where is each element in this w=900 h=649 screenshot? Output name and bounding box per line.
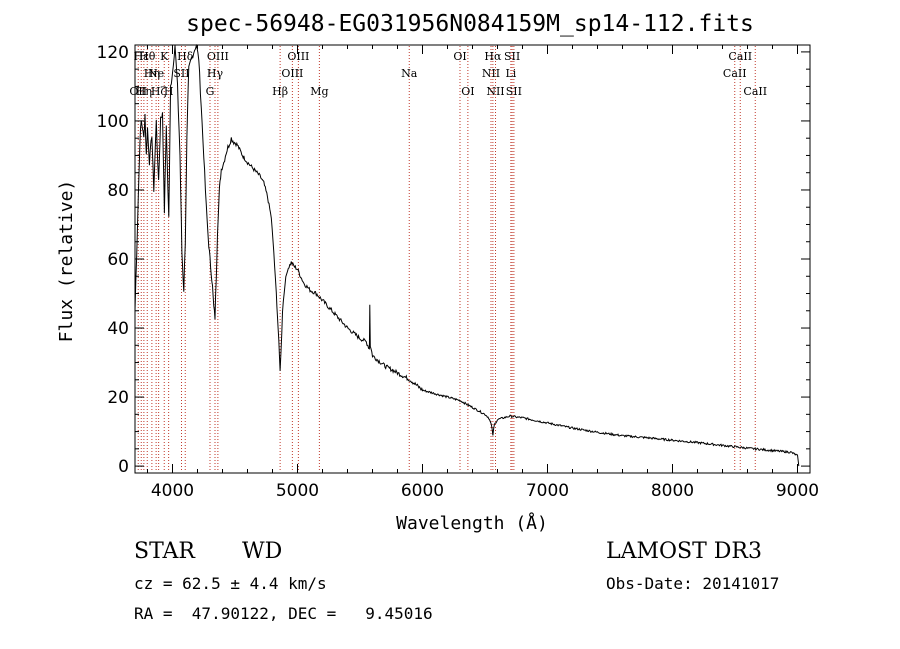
y-tick-label: 120 — [97, 43, 129, 63]
y-tick-label: 40 — [107, 319, 129, 339]
spectral-line-label: H — [164, 85, 174, 98]
survey-name: LAMOST DR3 — [606, 539, 762, 564]
spectral-line-label: CaII — [743, 85, 767, 98]
axis-ticks: 4000 5000 6000 7000 8000 9000 0 20 40 60 80 100 120 — [97, 43, 820, 501]
spectral-line-label: Hε — [134, 50, 150, 63]
y-axis-label: Flux (relative) — [56, 180, 77, 343]
x-tick-label: 8000 — [651, 481, 694, 501]
chart-title: spec-56948-EG031956N084159M_sp14-112.fit… — [186, 11, 754, 37]
coordinates: RA = 47.90122, DEC = 9.45016 — [134, 604, 433, 623]
spectral-line-label: SII — [506, 85, 522, 98]
y-tick-label: 100 — [97, 112, 129, 132]
spectral-line-label: Hη — [136, 85, 152, 98]
spectral-line-label: Na — [401, 67, 418, 80]
spectral-line-markers — [137, 46, 756, 472]
spectral-line-label: Hβ — [272, 85, 288, 98]
x-tick-label: 5000 — [276, 481, 319, 501]
spectrum-chart: spec-56948-EG031956N084159M_sp14-112.fit… — [56, 11, 820, 534]
x-axis-label: Wavelength (Å) — [396, 512, 548, 534]
object-class: STAR — [134, 539, 195, 564]
spectral-line-label: CaII — [728, 50, 752, 63]
spectral-line-label: NII — [486, 85, 504, 98]
spectral-line-label: CaII — [723, 67, 747, 80]
spectral-line-label: G — [206, 85, 215, 98]
spectral-line-label: OI — [453, 50, 466, 63]
spectral-line-label: Hζ — [151, 85, 167, 98]
y-tick-label: 80 — [107, 181, 129, 201]
spectral-line-label: OIII — [287, 50, 309, 63]
x-tick-label: 4000 — [151, 481, 194, 501]
object-subclass: WD — [242, 539, 283, 564]
spectral-line-label: SII — [504, 50, 520, 63]
spectrum-line — [134, 43, 800, 467]
spectral-line-label: K — [160, 50, 169, 63]
spectral-line-label: Hγ — [207, 67, 224, 80]
redshift-value: cz = 62.5 ± 4.4 km/s — [134, 574, 327, 593]
x-tick-label: 7000 — [526, 481, 569, 501]
spectral-line-label: OI — [461, 85, 474, 98]
x-tick-label: 6000 — [401, 481, 444, 501]
spectral-line-label: OIII — [281, 67, 303, 80]
spectral-line-labels: OIIHεHηHθHηNeHζKHSIIHδGHγOIIIHβOIIIOIIIM… — [129, 50, 767, 98]
spectral-line-label: NII — [482, 67, 500, 80]
spectral-line-label: Hδ — [177, 50, 194, 63]
spectral-line-label: Hα — [484, 50, 502, 63]
spectral-line-label: Hη — [144, 67, 160, 80]
y-tick-label: 20 — [107, 388, 129, 408]
spectral-line-label: SII — [173, 67, 189, 80]
spectral-line-label: Ne — [148, 67, 164, 80]
spectral-line-label: OII — [129, 85, 147, 98]
spectral-line-label: OIII — [207, 50, 229, 63]
spectral-line-label: Mg — [310, 85, 328, 98]
observation-date: Obs-Date: 20141017 — [606, 574, 780, 593]
x-tick-label: 9000 — [776, 481, 819, 501]
spectral-line-label: Li — [505, 67, 516, 80]
y-tick-label: 60 — [107, 250, 129, 270]
y-tick-label: 0 — [118, 457, 129, 477]
spectral-line-label: Hθ — [139, 50, 156, 63]
